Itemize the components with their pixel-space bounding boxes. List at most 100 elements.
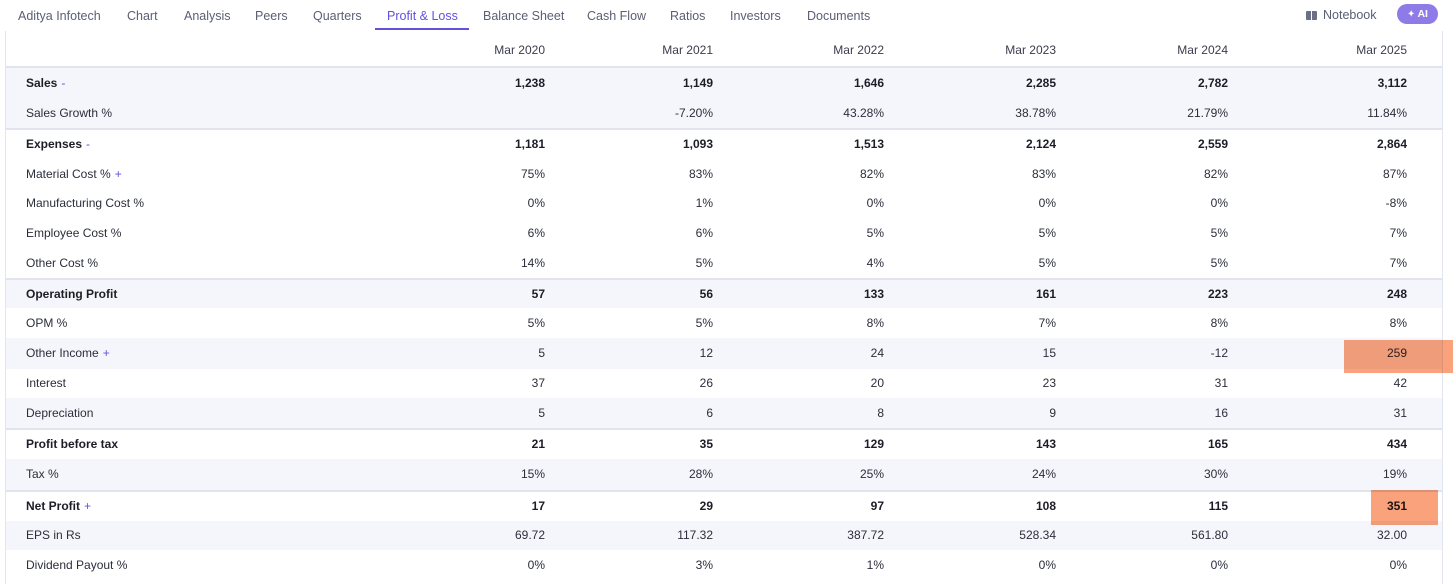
row-label-text: Manufacturing Cost % [26, 196, 145, 210]
table-cell: 161 [1035, 287, 1056, 301]
row-label[interactable]: Expenses - [26, 130, 90, 159]
table-cell: 14% [520, 256, 545, 270]
row-label-text: Dividend Payout % [26, 558, 128, 572]
table-cell: 5% [1210, 226, 1228, 240]
table-row: Depreciation 5 6 8 9 16 31 [6, 398, 1442, 428]
tab-peers[interactable]: Peers [255, 9, 288, 23]
row-label-text: Net Profit [26, 499, 80, 513]
table-cell: 143 [1035, 437, 1056, 451]
active-tab-indicator [375, 28, 469, 30]
table-cell: 5 [538, 346, 545, 360]
table-cell: 6% [695, 226, 713, 240]
column-header: Mar 2022 [833, 43, 884, 57]
table-row[interactable]: Expenses - 1,181 1,093 1,513 2,124 2,559 2,864 [6, 128, 1442, 159]
row-label: Operating Profit [26, 280, 117, 308]
tab-chart[interactable]: Chart [127, 9, 158, 23]
row-label-text: Interest [26, 376, 67, 390]
tab-analysis[interactable]: Analysis [184, 9, 231, 23]
column-header: Mar 2023 [1005, 43, 1056, 57]
table-cell: 82% [859, 167, 884, 181]
table-cell: 129 [863, 437, 884, 451]
table-cell: 69.72 [514, 528, 545, 542]
table-cell: 117.32 [677, 528, 713, 542]
table-cell: 25% [859, 467, 884, 481]
table-cell: 21.79% [1187, 106, 1228, 120]
tab-balance-sheet[interactable]: Balance Sheet [483, 9, 565, 23]
tab-cash-flow[interactable]: Cash Flow [587, 9, 647, 23]
table-cell: 11.84% [1367, 106, 1407, 120]
collapse-toggle-icon[interactable]: - [86, 137, 91, 151]
table-row[interactable]: Material Cost % +75% 83% 82% 83% 82% 87% [6, 159, 1442, 189]
table-cell: 561.80 [1191, 528, 1228, 542]
tab-quarters[interactable]: Quarters [313, 9, 362, 23]
row-label: Tax % [26, 459, 59, 490]
table-row: EPS in Rs 69.72 117.32 387.72 528.34 561.80 32… [6, 521, 1442, 550]
row-label-text: Operating Profit [26, 287, 118, 301]
tab-ratios[interactable]: Ratios [670, 9, 706, 23]
row-label[interactable]: Sales - [26, 68, 65, 98]
table-cell: 1,238 [514, 76, 545, 90]
table-cell: 133 [863, 287, 884, 301]
top-navigation: Aditya Infotech Chart Analysis Peers Qua… [0, 0, 1456, 31]
table-cell: 5% [1038, 256, 1056, 270]
table-cell: 8 [877, 406, 884, 420]
row-label: Interest [26, 369, 66, 398]
table-cell: -8% [1385, 196, 1407, 210]
table-cell: 7% [1389, 256, 1407, 270]
table-cell: 56 [699, 287, 713, 301]
column-header: Mar 2024 [1177, 43, 1228, 57]
table-cell: 2,864 [1376, 137, 1407, 151]
table-cell: 19% [1382, 467, 1407, 481]
tab-profit-loss[interactable]: Profit & Loss [387, 9, 458, 23]
table-cell: 37 [531, 376, 545, 390]
table-cell: 0% [1038, 196, 1056, 210]
table-cell: 7% [1038, 316, 1056, 330]
table-cell: -12 [1210, 346, 1228, 360]
table-cell: 5% [1038, 226, 1056, 240]
table-cell: 23 [1042, 376, 1056, 390]
table-cell: 387.72 [847, 528, 884, 542]
row-label-text: Sales Growth % [26, 106, 113, 120]
expand-toggle-icon[interactable]: + [84, 499, 92, 513]
table-cell: 1% [866, 558, 884, 572]
row-label-text: Expenses [26, 137, 83, 151]
table-cell: 248 [1386, 287, 1407, 301]
table-row[interactable]: Other Income +5 12 24 15 -12 259 [6, 338, 1442, 369]
tab-documents[interactable]: Documents [807, 9, 871, 23]
expand-toggle-icon[interactable]: + [114, 167, 122, 181]
row-label: Profit before tax [26, 430, 118, 459]
table-cell: 9 [1049, 406, 1056, 420]
collapse-toggle-icon[interactable]: - [61, 76, 66, 90]
table-row: Other Cost % 14% 5% 4% 5% 5% 7% [6, 248, 1442, 278]
row-label[interactable]: Material Cost % + [26, 159, 122, 189]
expand-toggle-icon[interactable]: + [102, 346, 110, 360]
row-label: Sales Growth % [26, 98, 112, 128]
table-row: OPM % 5% 5% 8% 7% 8% 8% [6, 308, 1442, 338]
table-cell: 2,559 [1197, 137, 1228, 151]
table-row[interactable]: Sales - 1,238 1,149 1,646 2,285 2,782 3,112 [6, 66, 1442, 98]
ai-button[interactable]: ✦ AI [1397, 4, 1438, 24]
table-cell: 15 [1042, 346, 1056, 360]
row-label-text: Tax % [26, 467, 59, 481]
notebook-label: Notebook [1323, 8, 1377, 22]
notebook-button[interactable]: Notebook [1306, 0, 1377, 31]
table-cell: 17 [531, 499, 545, 513]
table-cell: 8% [1210, 316, 1228, 330]
table-cell: 3% [695, 558, 713, 572]
table-cell: 2,285 [1025, 76, 1056, 90]
table-row[interactable]: Net Profit +17 29 97 108 115 351 [6, 490, 1442, 521]
row-label[interactable]: Other Income + [26, 338, 110, 369]
table-cell: 5% [695, 316, 713, 330]
table-cell: 115 [1208, 499, 1228, 513]
table-cell: 43.28% [843, 106, 884, 120]
table-cell: 2,124 [1025, 137, 1056, 151]
table-cell: 4% [866, 256, 884, 270]
row-label[interactable]: Net Profit + [26, 492, 91, 521]
tab-company-name[interactable]: Aditya Infotech [18, 9, 101, 23]
tab-investors[interactable]: Investors [730, 9, 781, 23]
table-cell: 0% [1389, 558, 1407, 572]
table-cell: 8% [866, 316, 884, 330]
table-cell: 6% [527, 226, 545, 240]
row-label-text: Sales [26, 76, 58, 90]
table-cell: 1,093 [682, 137, 713, 151]
